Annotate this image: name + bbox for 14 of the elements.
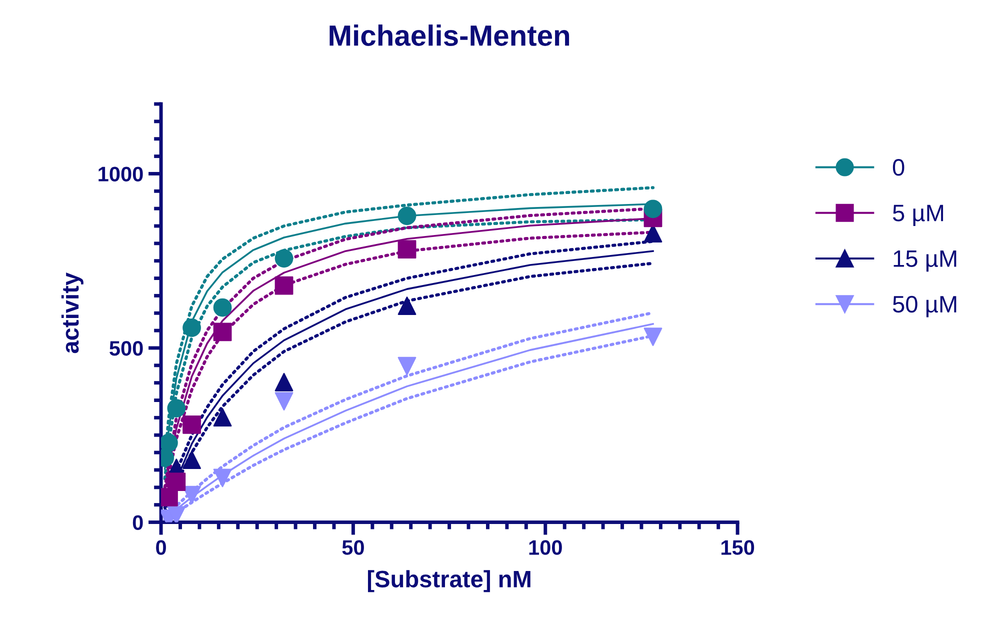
x-tick-label: 50	[342, 540, 364, 555]
y-tick-label: 0	[132, 515, 143, 530]
x-tick-label: 100	[529, 540, 562, 555]
x-tick-label: 0	[156, 540, 166, 555]
legend-label: 5 µM	[892, 204, 944, 226]
x-tick-label: 150	[721, 540, 754, 555]
legend-label: 0	[892, 159, 904, 176]
chart-title: Michaelis-Menten	[330, 24, 570, 46]
x-axis-title: [Substrate] nM	[368, 570, 530, 592]
y-axis-title: activity	[61, 272, 84, 354]
legend-label: 15 µM	[894, 250, 956, 272]
y-tick-label: 1000	[98, 166, 143, 182]
legend-label: 50 µM	[892, 296, 956, 318]
y-tick-label: 500	[110, 340, 143, 356]
